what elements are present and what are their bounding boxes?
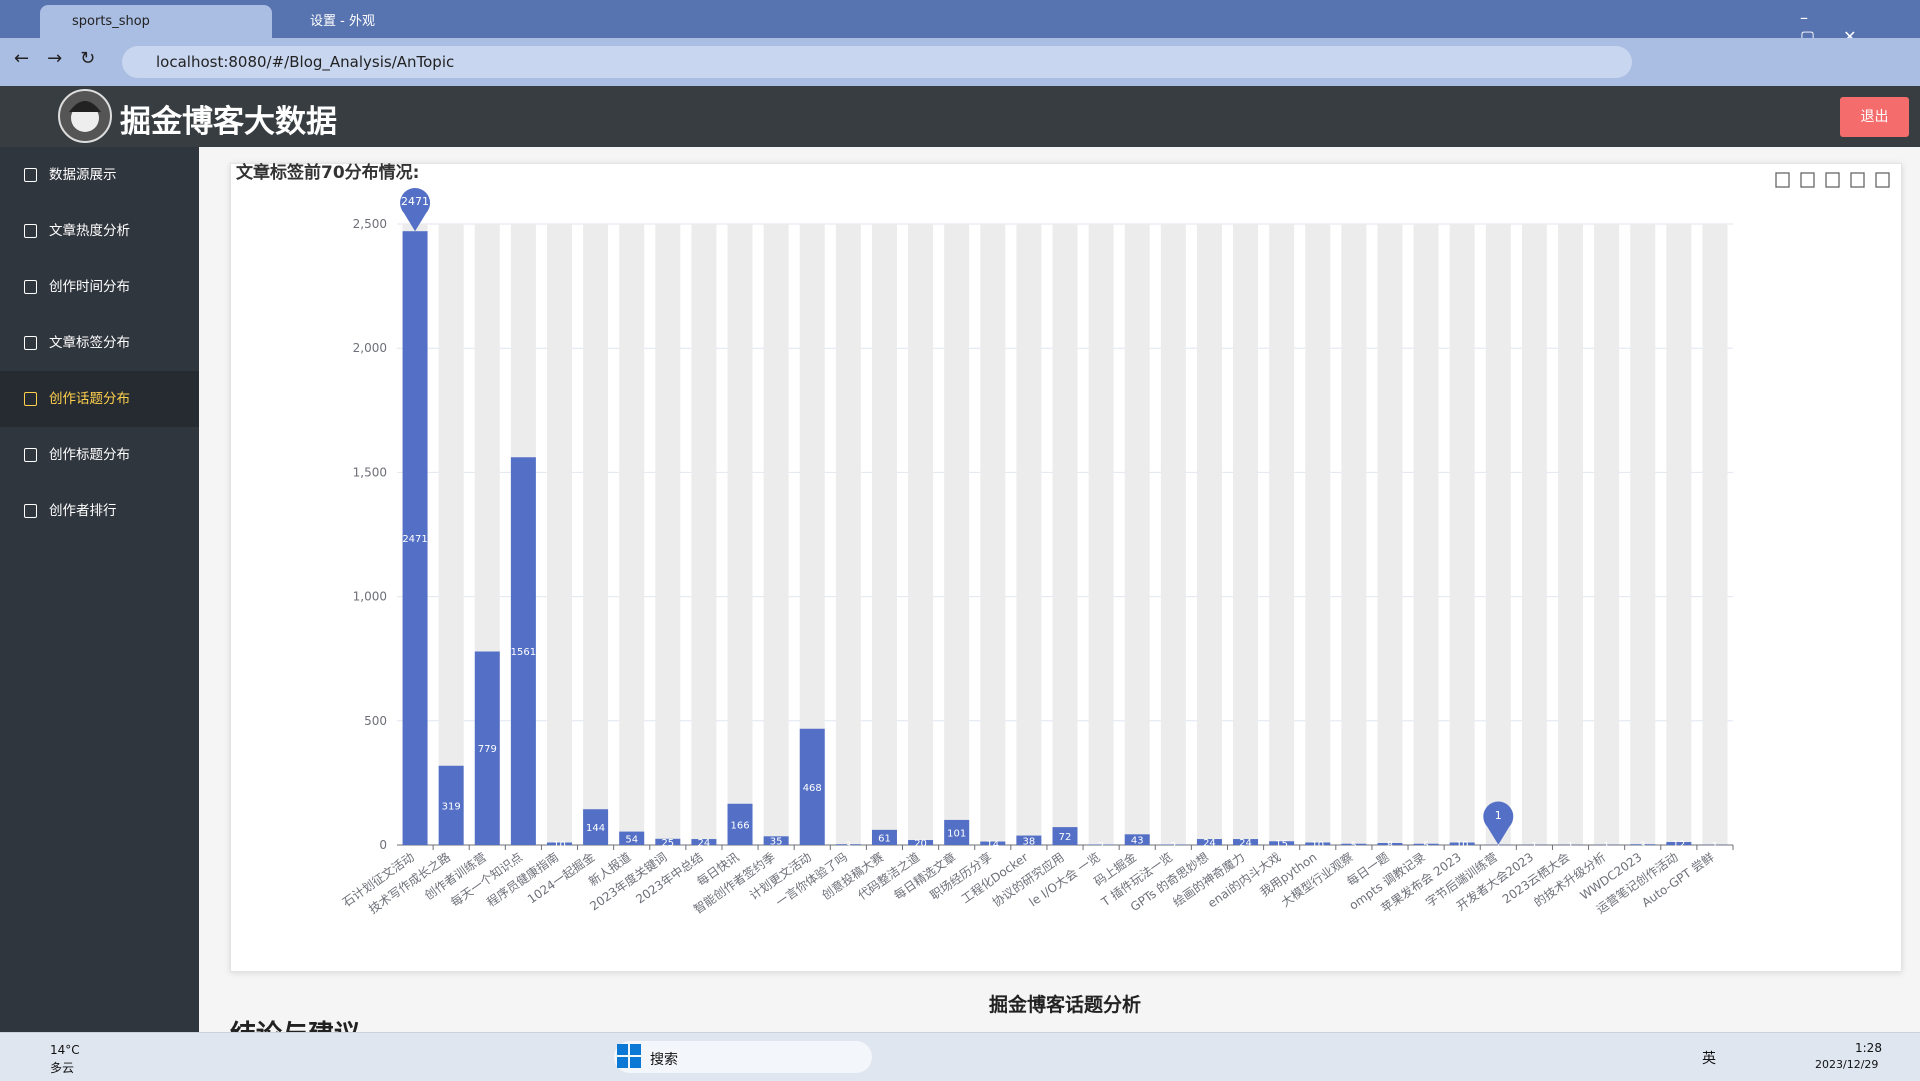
bar-background [836, 224, 861, 845]
value-label: 10 [1456, 840, 1469, 851]
toolbox-icon[interactable] [1776, 173, 1789, 187]
bar-background [764, 224, 789, 845]
pin-label: 2471 [401, 195, 429, 208]
toolbox-icon[interactable] [1826, 173, 1839, 187]
bar-background [1233, 224, 1258, 845]
y-tick-label: 1,000 [353, 590, 387, 604]
bar-background [547, 224, 572, 845]
bar-background [439, 224, 464, 845]
value-label: 24 [698, 838, 711, 849]
value-label: 3 [1640, 841, 1646, 852]
value-label: 319 [442, 801, 461, 812]
value-label: 35 [770, 837, 783, 848]
bar-background [1630, 224, 1655, 845]
value-label: 20 [914, 839, 927, 850]
value-label: 1 [1603, 841, 1609, 852]
value-label: 1 [1567, 841, 1573, 852]
taskbar: 14°C 多云 搜索 英 1:28 2023/12/29 [0, 1032, 1920, 1081]
search-label: 搜索 [650, 1049, 678, 1069]
value-label: 61 [878, 833, 891, 844]
value-label: 24 [1203, 838, 1216, 849]
bar-background [1377, 224, 1402, 845]
value-label: 3 [845, 841, 851, 852]
bar-background [1161, 224, 1186, 845]
bar-background [619, 224, 644, 845]
toolbox-icon[interactable] [1801, 173, 1814, 187]
value-label: 43 [1131, 836, 1144, 847]
weather: 多云 [50, 1059, 74, 1076]
value-label: 54 [625, 834, 638, 845]
chart-caption: 掘金博客话题分析 [0, 990, 1920, 1017]
value-label: 5 [1423, 840, 1429, 851]
value-label: 72 [1059, 832, 1072, 843]
value-label: 166 [730, 820, 749, 831]
bar-background [691, 224, 716, 845]
value-label: 2471 [402, 534, 427, 545]
value-label: 144 [586, 823, 605, 834]
bar-background [1016, 224, 1041, 845]
value-label: 2 [1170, 841, 1176, 852]
search-box[interactable]: 搜索 [614, 1041, 872, 1073]
bar-background [1197, 224, 1222, 845]
chart-title: 文章标签前70分布情况: [236, 162, 419, 183]
temperature: 14°C [50, 1043, 80, 1057]
bar-background [1486, 224, 1511, 845]
toolbox-icon[interactable] [1851, 173, 1864, 187]
value-label: 101 [947, 828, 966, 839]
value-label: 1561 [511, 647, 536, 658]
bar-background [1450, 224, 1475, 845]
bar-background [1558, 224, 1583, 845]
y-tick-label: 1,500 [353, 465, 387, 479]
value-label: 25 [661, 838, 674, 849]
clock-time: 1:28 [1855, 1041, 1882, 1055]
value-label: 38 [1023, 836, 1036, 847]
y-tick-label: 500 [364, 714, 387, 728]
ime[interactable]: 英 [1702, 1048, 1716, 1068]
bar-background [944, 224, 969, 845]
y-tick-label: 0 [379, 838, 387, 852]
value-label: 8 [1387, 840, 1393, 851]
value-label: 468 [803, 783, 822, 794]
value-label: 1 [1712, 841, 1718, 852]
bar-background [728, 224, 753, 845]
bar-background [1269, 224, 1294, 845]
y-tick-label: 2,500 [353, 217, 387, 231]
bar-background [908, 224, 933, 845]
value-label: 12 [1672, 840, 1685, 851]
bar-background [1702, 224, 1727, 845]
pin-label: 1 [1495, 809, 1502, 822]
start-icon[interactable] [616, 1043, 642, 1069]
value-label: 779 [478, 744, 497, 755]
chart: 文章标签前70分布情况: 0 500 1,000 1,500 2,000 2,500 2471… [0, 0, 1920, 1032]
bar-background [1666, 224, 1691, 845]
bar-background [1305, 224, 1330, 845]
value-label: 2 [1098, 841, 1104, 852]
bar-background [1414, 224, 1439, 845]
bar-background [1341, 224, 1366, 845]
clock-date: 2023/12/29 [1815, 1058, 1878, 1071]
bar-background [655, 224, 680, 845]
bar-background [1053, 224, 1078, 845]
value-label: 24 [1239, 838, 1252, 849]
bar-background [872, 224, 897, 845]
value-label: 14 [986, 839, 999, 850]
value-label: 5 [1351, 840, 1357, 851]
value-label: 10 [1311, 840, 1324, 851]
toolbox-icon[interactable] [1876, 173, 1889, 187]
bar-background [1594, 224, 1619, 845]
bar-background [1522, 224, 1547, 845]
value-label: 1 [1531, 841, 1537, 852]
y-tick-label: 2,000 [353, 341, 387, 355]
value-label: 15 [1275, 839, 1288, 850]
bar-background [980, 224, 1005, 845]
value-label: 10 [553, 840, 566, 851]
bar-background [583, 224, 608, 845]
bar-background [1089, 224, 1114, 845]
bar-background [1125, 224, 1150, 845]
